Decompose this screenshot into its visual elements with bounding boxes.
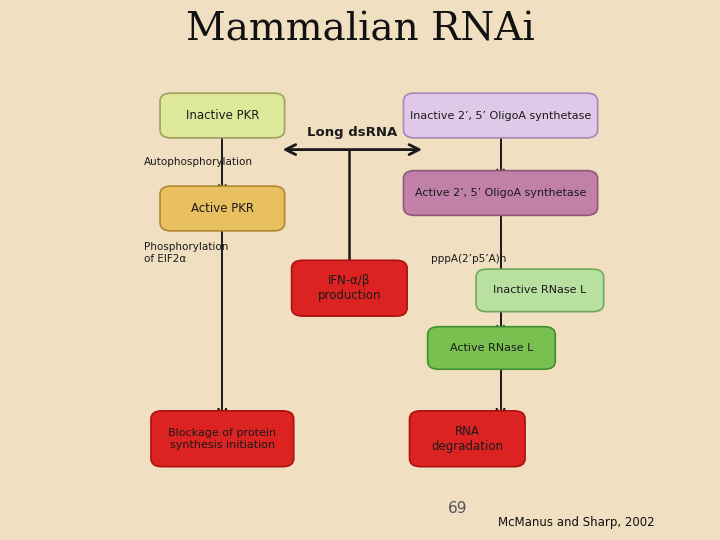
FancyBboxPatch shape — [428, 327, 555, 369]
FancyBboxPatch shape — [151, 411, 294, 467]
Text: IFN-α/β
production: IFN-α/β production — [318, 274, 381, 302]
Text: Active PKR: Active PKR — [191, 202, 254, 215]
Text: Blockage of protein
synthesis initiation: Blockage of protein synthesis initiation — [168, 428, 276, 449]
Text: Inactive RNase L: Inactive RNase L — [493, 286, 587, 295]
Text: Inactive PKR: Inactive PKR — [186, 109, 259, 122]
FancyBboxPatch shape — [403, 93, 598, 138]
Text: RNA
degradation: RNA degradation — [431, 425, 503, 453]
Text: Mammalian RNAi: Mammalian RNAi — [186, 11, 534, 48]
Text: Phosphorylation
of EIF2α: Phosphorylation of EIF2α — [144, 242, 228, 264]
Text: Inactive 2’, 5’ OligoA synthetase: Inactive 2’, 5’ OligoA synthetase — [410, 111, 591, 120]
FancyBboxPatch shape — [476, 269, 603, 312]
Text: pppA(2’p5’A)n: pppA(2’p5’A)n — [431, 254, 506, 265]
Text: Active RNase L: Active RNase L — [450, 343, 533, 353]
FancyBboxPatch shape — [410, 411, 525, 467]
Text: Active 2’, 5’ OligoA synthetase: Active 2’, 5’ OligoA synthetase — [415, 188, 586, 198]
FancyBboxPatch shape — [403, 171, 598, 215]
FancyBboxPatch shape — [160, 93, 284, 138]
FancyBboxPatch shape — [160, 186, 284, 231]
Text: 69: 69 — [447, 501, 467, 516]
Text: Long dsRNA: Long dsRNA — [307, 125, 397, 139]
FancyBboxPatch shape — [292, 260, 407, 316]
Text: Autophosphorylation: Autophosphorylation — [144, 157, 253, 167]
Text: McManus and Sharp, 2002: McManus and Sharp, 2002 — [498, 516, 654, 529]
